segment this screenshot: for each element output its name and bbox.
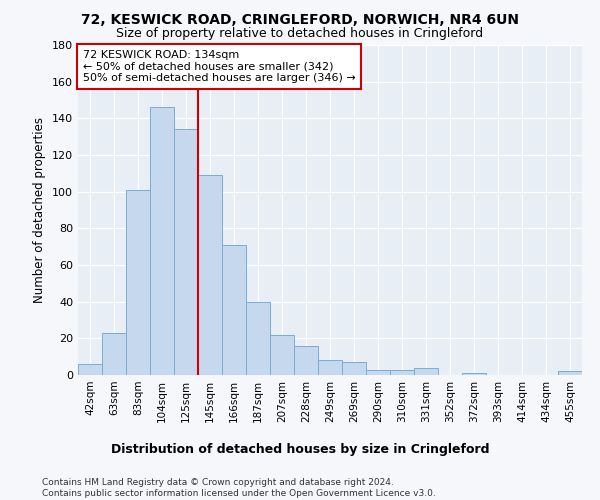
Bar [462,373,486,375]
Bar [102,333,126,375]
Bar [174,130,198,375]
Y-axis label: Number of detached properties: Number of detached properties [34,117,46,303]
Text: Size of property relative to detached houses in Cringleford: Size of property relative to detached ho… [116,28,484,40]
Bar [294,346,318,375]
Bar [246,302,270,375]
Bar [270,334,294,375]
Bar [366,370,390,375]
Text: Distribution of detached houses by size in Cringleford: Distribution of detached houses by size … [111,442,489,456]
Text: 72, KESWICK ROAD, CRINGLEFORD, NORWICH, NR4 6UN: 72, KESWICK ROAD, CRINGLEFORD, NORWICH, … [81,12,519,26]
Text: 72 KESWICK ROAD: 134sqm
← 50% of detached houses are smaller (342)
50% of semi-d: 72 KESWICK ROAD: 134sqm ← 50% of detache… [83,50,356,83]
Bar [150,108,174,375]
Text: Contains HM Land Registry data © Crown copyright and database right 2024.
Contai: Contains HM Land Registry data © Crown c… [42,478,436,498]
Bar [198,175,222,375]
Bar [78,364,102,375]
Bar [342,362,366,375]
Bar [414,368,438,375]
Bar [318,360,342,375]
Bar [126,190,150,375]
Bar [222,245,246,375]
Bar [558,372,582,375]
Bar [390,370,414,375]
